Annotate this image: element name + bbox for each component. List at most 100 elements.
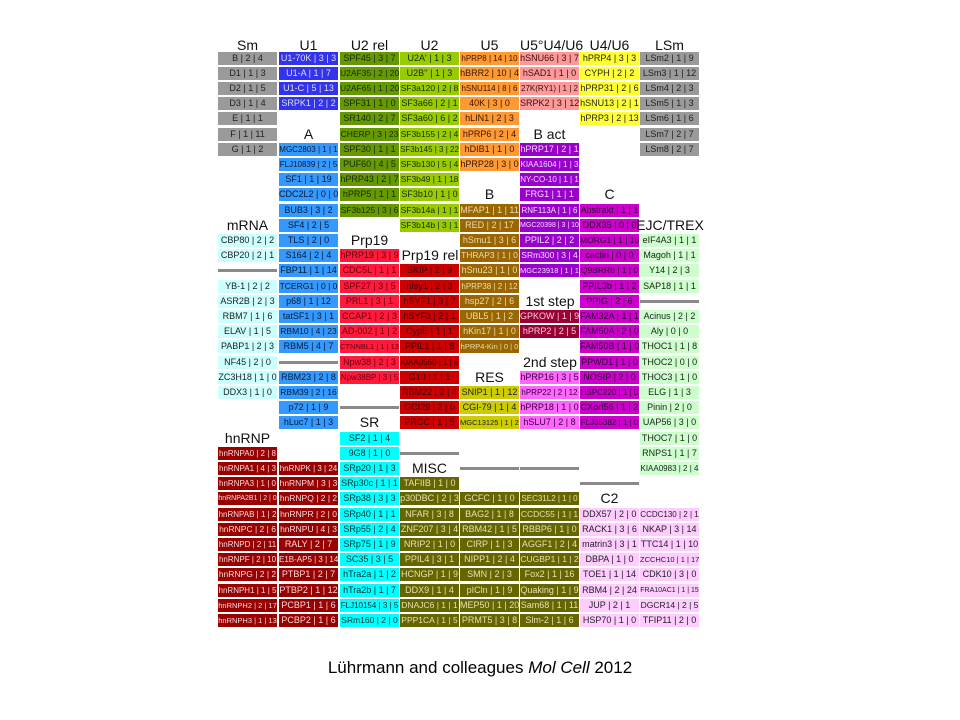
protein-cell: SRm160 | 2 | 0 <box>340 613 399 627</box>
protein-cell: SPF45 | 3 | 7 <box>340 51 399 65</box>
protein-cell: ELG | 1 | 3 <box>640 385 699 399</box>
protein-cell: YB-1 | 2 | 2 <box>218 279 277 293</box>
protein-cell: AD-002 | 1 | 2 <box>340 325 399 339</box>
protein-cell: CDC2L2 | 0 | 0 <box>279 188 338 202</box>
protein-cell: MORG1 | 1 | 16 <box>580 233 639 247</box>
protein-cell: THRAP3 | 1 | 0 <box>460 249 519 263</box>
protein-cell: hPRP43 | 2 | 7 <box>340 173 399 187</box>
protein-cell: hLIN1 | 2 | 3 <box>460 112 519 126</box>
protein-cell: SEC31L2 | 1 | 0 <box>520 492 579 506</box>
protein-cell: PPIG | 2 | 6 <box>580 294 639 308</box>
protein-cell: SF3a66 | 2 | 1 <box>400 97 459 111</box>
protein-cell: hPRP2 | 2 | 5 <box>520 325 579 339</box>
protein-cell: hnRNPA3 | 1 | 0 <box>218 477 277 491</box>
protein-cell: D3 | 1 | 4 <box>218 97 277 111</box>
group-label-hnrnp: hnRNP <box>224 429 271 446</box>
protein-cell: Npw38 | 2 | 3 <box>340 355 399 369</box>
column-header-u1: U1 <box>299 37 318 53</box>
protein-cell: hTra2a | 1 | 2 <box>340 568 399 582</box>
citation: Lührmann and colleagues Mol Cell 2012 <box>0 658 960 678</box>
protein-cell: CCDC55 | 1 | 1 <box>520 507 579 521</box>
protein-cell: Slm-2 | 1 | 6 <box>520 613 579 627</box>
protein-cell: CCDC130 | 2 | 1 <box>640 507 699 521</box>
protein-cell: Quaking | 1 | 9 <box>520 583 579 597</box>
protein-cell: SRp30c | 1 | 1 <box>340 477 399 491</box>
group-label-c: C <box>604 186 615 203</box>
column-header-u5: U5 <box>480 37 499 53</box>
protein-cell: RBM39 | 2 | 16 <box>279 385 338 399</box>
protein-cell: CXorf56 | 1 | 2 <box>580 401 639 415</box>
column-header-u4-u6: U4/U6 <box>589 37 630 53</box>
protein-cell: hIsy1 | 2 | 3 <box>400 279 459 293</box>
protein-cell: SRp75 | 1 | 9 <box>340 537 399 551</box>
citation-year: 2012 <box>589 658 633 677</box>
protein-cell: TLS | 2 | 0 <box>279 233 338 247</box>
protein-cell: CGI-79 | 1 | 4 <box>460 401 519 415</box>
protein-cell: THOC7 | 1 | 0 <box>640 431 699 445</box>
group-label-a: A <box>303 125 314 142</box>
protein-cell: DDX3 | 1 | 0 <box>218 385 277 399</box>
protein-cell: hnRNPQ | 2 | 2 <box>279 492 338 506</box>
protein-cell: F | 1 | 11 <box>218 127 277 141</box>
protein-cell: Sam68 | 1 | 11 <box>520 598 579 612</box>
protein-cell: p72 | 1 | 9 <box>279 401 338 415</box>
protein-cell: LSm6 | 1 | 6 <box>640 112 699 126</box>
protein-cell: SPF31 | 1 | 0 <box>340 97 399 111</box>
protein-cell: THOC1 | 1 | 8 <box>640 340 699 354</box>
protein-cell: U2A' | 1 | 3 <box>400 51 459 65</box>
protein-cell: hnRNPK | 3 | 24 <box>279 461 338 475</box>
protein-cell: hPRP6 | 2 | 4 <box>460 127 519 141</box>
protein-cell: RNF113A | 1 | 6 <box>520 203 579 217</box>
protein-cell: RBM5 | 4 | 7 <box>279 340 338 354</box>
group-label-prp19-rel: Prp19 rel <box>401 247 459 264</box>
protein-cell: CYPH | 2 | 2 <box>580 66 639 80</box>
protein-cell: hPRP16 | 3 | 5 <box>520 370 579 384</box>
protein-cell: GPKOW | 1 | 9 <box>520 309 579 323</box>
protein-cell: hPRP4 | 3 | 3 <box>580 51 639 65</box>
protein-cell: SRm300 | 3 | 4 <box>520 249 579 263</box>
protein-cell: CypE | 1 | 1 <box>400 325 459 339</box>
protein-cell: hnRNPA0 | 2 | 8 <box>218 446 277 460</box>
protein-cell: hPRP18 | 1 | 0 <box>520 401 579 415</box>
group-label-ejc-trex: EJC/TREX <box>636 216 704 233</box>
protein-cell: hDIB1 | 1 | 0 <box>460 142 519 156</box>
group-divider <box>640 299 699 303</box>
citation-journal: Mol Cell <box>528 658 590 677</box>
protein-cell: SRp20 | 1 | 3 <box>340 461 399 475</box>
protein-cell: E | 1 | 1 <box>218 112 277 126</box>
protein-cell: TOE1 | 1 | 14 <box>580 568 639 582</box>
protein-cell: HSP70 | 1 | 0 <box>580 613 639 627</box>
protein-cell: SC35 | 3 | 5 <box>340 553 399 567</box>
protein-cell: Aly | 0 | 0 <box>640 325 699 339</box>
protein-cell: NOSIP | 2 | 0 <box>580 370 639 384</box>
protein-cell: CBP80 | 2 | 2 <box>218 233 277 247</box>
protein-cell: KIAA0560 | 1 | 6 <box>400 355 459 369</box>
column-header-u5-u4-u6: U5°U4/U6 <box>520 37 584 53</box>
protein-cell: 40K | 3 | 0 <box>460 97 519 111</box>
protein-cell: THOC3 | 1 | 0 <box>640 370 699 384</box>
protein-cell: SRp40 | 1 | 1 <box>340 507 399 521</box>
protein-cell: D2 | 1 | 5 <box>218 81 277 95</box>
protein-cell: hPRP31 | 2 | 6 <box>580 81 639 95</box>
citation-authors: Lührmann and colleagues <box>327 658 529 677</box>
group-divider <box>279 360 338 364</box>
protein-cell: FAM50A | 2 | 0 <box>580 325 639 339</box>
group-label-sr: SR <box>359 414 380 431</box>
protein-cell: HCNGP | 1 | 9 <box>400 568 459 582</box>
protein-cell: 9G8 | 1 | 0 <box>340 446 399 460</box>
protein-cell: MGC2803 | 1 | 1 <box>279 142 338 156</box>
protein-cell: DGCR14 | 2 | 5 <box>640 598 699 612</box>
protein-cell: E1B-AP5 | 3 | 14 <box>279 553 338 567</box>
protein-cell: LSm2 | 1 | 9 <box>640 51 699 65</box>
protein-cell: ELAV | 1 | 5 <box>218 325 277 339</box>
protein-cell: MFAP1 | 1 | 11 <box>460 203 519 217</box>
protein-cell: PTBP1 | 2 | 7 <box>279 568 338 582</box>
protein-cell: SNIP1 | 1 | 12 <box>460 385 519 399</box>
protein-cell: Fox2 | 1 | 16 <box>520 568 579 582</box>
protein-cell: PRL1 | 3 | 1 <box>340 294 399 308</box>
protein-cell: U1-A | 1 | 7 <box>279 66 338 80</box>
protein-cell: GCFC | 1 | 0 <box>460 492 519 506</box>
protein-cell: LSm3 | 1 | 12 <box>640 66 699 80</box>
column-header-u2-rel: U2 rel <box>350 37 389 53</box>
group-label-1st-step: 1st step <box>525 292 575 309</box>
